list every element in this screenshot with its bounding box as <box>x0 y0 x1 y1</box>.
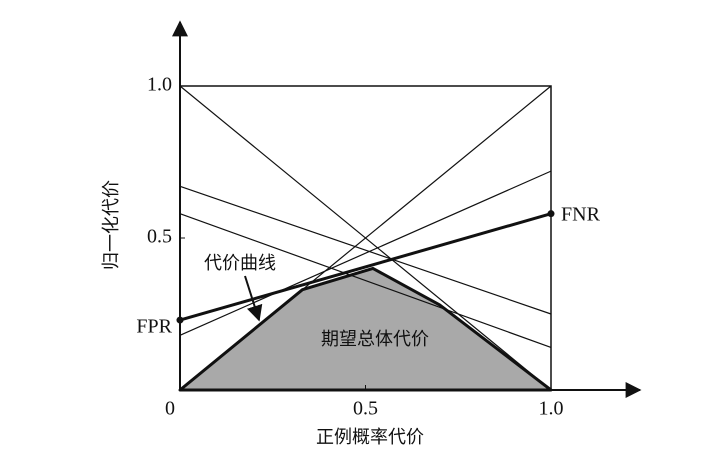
y-axis-label: 归一化代价 <box>101 180 122 270</box>
line <box>179 85 552 391</box>
y-tick-label: 0.5 <box>147 226 172 248</box>
line <box>179 185 552 315</box>
y-tick-label: 1.0 <box>147 74 172 96</box>
end-label: FNR <box>561 203 601 225</box>
annotation: 代价曲线 <box>204 253 276 274</box>
x-axis-label: 正例概率代价 <box>316 427 424 448</box>
marker <box>547 210 555 218</box>
line <box>179 212 552 322</box>
x-tick-label: 1.0 <box>539 398 564 420</box>
area-label: 期望总体代价 <box>321 329 429 350</box>
x-tick-label: 0.5 <box>353 398 378 420</box>
start-label: FPR <box>136 316 172 338</box>
x-tick-label: 0 <box>165 398 175 420</box>
marker <box>176 316 184 324</box>
line <box>179 170 552 336</box>
line <box>179 213 552 349</box>
